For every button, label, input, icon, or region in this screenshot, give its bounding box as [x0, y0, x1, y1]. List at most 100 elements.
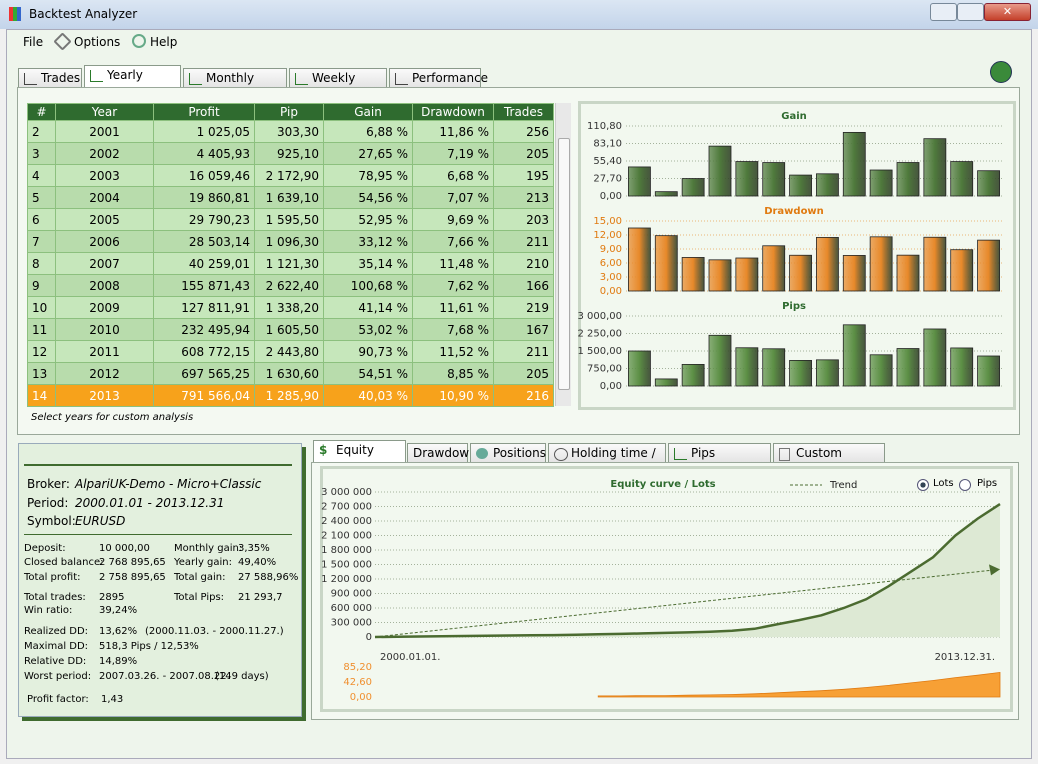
table-cell: 211 [493, 230, 554, 253]
refresh-button[interactable] [990, 61, 1012, 83]
tab-label: Positions [493, 446, 546, 460]
table-cell: 791 566,04 [153, 384, 255, 407]
info-text: Profit factor: [27, 694, 89, 705]
table-row: 9 2008 155 871,43 2 622,40 100,68 % 7,62 % 166 [27, 274, 554, 297]
table-cell: 303,30 [254, 120, 324, 143]
info-text: Realized DD: [24, 626, 89, 637]
table-cell: 13 [27, 362, 56, 385]
table-cell: 1 121,30 [254, 252, 324, 275]
table-cell: 167 [493, 318, 554, 341]
tab-icon [674, 448, 687, 460]
info-text: Total gain: [174, 572, 226, 583]
table-row: 3 2002 4 405,93 925,10 27,65 % 7,19 % 205 [27, 142, 554, 165]
table-cell: 1 630,60 [254, 362, 324, 385]
tab[interactable]: Performance [389, 68, 488, 87]
table-cell: 41,14 % [323, 296, 413, 319]
table-cell: 40,03 % [323, 384, 413, 407]
separator [24, 534, 292, 535]
table-row: 8 2007 40 259,01 1 121,30 35,14 % 11,48 % 210 [27, 252, 554, 275]
table-cell: 210 [493, 252, 554, 275]
info-text: (2000.11.03. - 2000.11.27.) [145, 626, 284, 637]
info-text: 10 000,00 [99, 543, 150, 554]
table-cell: 11 [27, 318, 56, 341]
table-cell: 232 495,94 [153, 318, 255, 341]
menu-options[interactable]: Options [74, 35, 121, 49]
yearly-table: # Year Profit Pip Gain Drawdown Trades 2 2001 1 0… [27, 103, 554, 407]
table-cell: 90,73 % [323, 340, 413, 363]
table-cell: 925,10 [254, 142, 324, 165]
tab-label: Performance [412, 71, 489, 85]
tab-active[interactable]: Yearly report [84, 65, 181, 101]
radio-label[interactable]: Lots [933, 478, 954, 489]
label: Period: [27, 496, 69, 510]
value: 2000.01.01 - 2013.12.31 [75, 496, 225, 510]
table-cell: 10,90 % [412, 384, 494, 407]
tab[interactable]: Custom summary [773, 443, 885, 479]
info-text: Win ratio: [24, 605, 73, 616]
maximize-button[interactable] [957, 3, 984, 21]
table-cell: 29 790,23 [153, 208, 255, 231]
title-bar: Backtest Analyzer ✕ [0, 0, 1038, 29]
table-cell: 211 [493, 340, 554, 363]
tab[interactable]: Weekly report [289, 68, 387, 104]
info-text: 2 768 895,65 [99, 557, 166, 568]
radio-lots[interactable] [917, 479, 929, 491]
info-text: 2895 [99, 592, 125, 603]
table-cell: 54,51 % [323, 362, 413, 385]
table-cell: 11,52 % [412, 340, 494, 363]
table-cell: 2002 [55, 142, 154, 165]
table-cell: 1 285,90 [254, 384, 324, 407]
info-text: (149 days) [215, 671, 269, 682]
minimize-button[interactable] [930, 3, 957, 21]
table-row: 14 2013 791 566,04 1 285,90 40,03 % 10,90 % 21… [27, 384, 554, 407]
menu-help[interactable]: Help [150, 35, 178, 49]
table-cell: 2009 [55, 296, 154, 319]
tab[interactable]: Holding time / pips [548, 443, 666, 479]
table-row: 13 2012 697 565,25 1 630,60 54,51 % 8,85 % 205 [27, 362, 554, 385]
menu-file[interactable]: File [23, 35, 44, 49]
table-cell: 3 [27, 142, 56, 165]
table-row: 4 2003 16 059,46 2 172,90 78,95 % 6,68 % 195 [27, 164, 554, 187]
column-header: # [27, 103, 56, 121]
table-cell: 11,48 % [412, 252, 494, 275]
tab[interactable]: Drawdown [407, 443, 477, 462]
tab-icon [395, 73, 408, 85]
table-row: 5 2004 19 860,81 1 639,10 54,56 % 7,07 % 213 [27, 186, 554, 209]
scroll-thumb[interactable] [558, 138, 570, 390]
table-row: 2 2001 1 025,05 303,30 6,88 % 11,86 % 256 [27, 120, 554, 143]
table-cell: 213 [493, 186, 554, 209]
info-text: Closed balance: [24, 557, 104, 568]
scrollbar[interactable] [555, 103, 571, 406]
info-text: 49,40% [238, 557, 277, 568]
table-cell: 1 595,50 [254, 208, 324, 231]
tab-active[interactable]: $Equity curve [313, 440, 406, 476]
table-cell: 2008 [55, 274, 154, 297]
table-cell: 10 [27, 296, 56, 319]
table-cell: 40 259,01 [153, 252, 255, 275]
table-cell: 166 [493, 274, 554, 297]
info-text: Monthly gain: [174, 543, 243, 554]
table-cell: 19 860,81 [153, 186, 255, 209]
radio-pips[interactable] [959, 479, 971, 491]
table-cell: 219 [493, 296, 554, 319]
tab[interactable]: Positions [470, 443, 546, 462]
table-row: 11 2010 232 495,94 1 605,50 53,02 % 7,68 % 167 [27, 318, 554, 341]
table-note: Select years for custom analysis [31, 412, 194, 423]
table-cell: 1 605,50 [254, 318, 324, 341]
tab[interactable]: Monthly report [183, 68, 287, 104]
radio-label[interactable]: Pips [977, 478, 998, 489]
info-text: 1,43 [101, 694, 124, 705]
close-button[interactable]: ✕ [984, 3, 1031, 21]
tab[interactable]: Pips frequency [668, 443, 771, 479]
table-cell: 127 811,91 [153, 296, 255, 319]
tab-icon [90, 70, 103, 82]
table-cell: 2 172,90 [254, 164, 324, 187]
tab[interactable]: Trades [18, 68, 82, 87]
table-cell: 205 [493, 362, 554, 385]
table-cell: 2004 [55, 186, 154, 209]
table-cell: 203 [493, 208, 554, 231]
table-cell: 7 [27, 230, 56, 253]
table-cell: 7,66 % [412, 230, 494, 253]
table-cell: 7,19 % [412, 142, 494, 165]
